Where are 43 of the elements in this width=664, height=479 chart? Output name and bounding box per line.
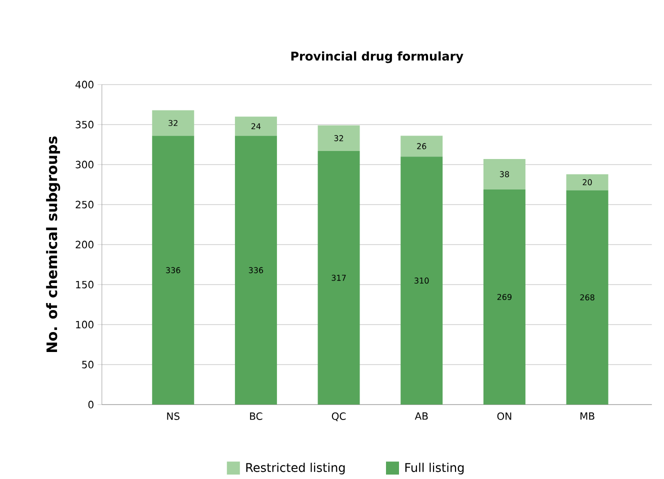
y-tick-label: 300 (76, 160, 94, 168)
bar (566, 190, 608, 405)
bar (152, 110, 194, 136)
chart-title: Provincial drug formulary (291, 51, 464, 64)
bar (234, 116, 277, 136)
bar (400, 156, 443, 405)
data-label: 310 (414, 278, 429, 284)
y-tick-label: 50 (82, 360, 94, 368)
legend-label: Restricted listing (246, 462, 345, 474)
x-tick-label: ON (497, 412, 512, 420)
data-label: 268 (580, 294, 594, 300)
data-label: 336 (166, 267, 180, 274)
y-tick-label: 0 (88, 400, 94, 408)
y-tick-label: 250 (76, 200, 94, 208)
x-tick-label: MB (580, 412, 594, 420)
bar (400, 136, 443, 157)
data-label: 24 (251, 123, 261, 130)
y-axis-title: No. of chemical subgroups (46, 136, 60, 352)
data-label: 32 (168, 120, 178, 126)
y-tick-label: 350 (76, 120, 94, 128)
bar (234, 136, 277, 405)
x-tick-label: QC (332, 412, 346, 422)
bar (318, 150, 360, 405)
bar (566, 174, 608, 190)
data-label: 38 (500, 171, 509, 178)
bar (483, 189, 526, 405)
data-label: 32 (334, 135, 344, 142)
y-tick-label: 150 (76, 280, 94, 288)
data-label: 336 (248, 267, 264, 274)
bar (318, 125, 360, 151)
bar (152, 136, 194, 405)
y-tick-label: 200 (76, 240, 94, 248)
data-label: 20 (582, 179, 592, 186)
data-label: 269 (497, 294, 512, 300)
data-label: 317 (332, 274, 346, 281)
data-label: 26 (417, 143, 426, 150)
legend-label: Full listing (405, 462, 464, 474)
x-tick-label: BC (250, 412, 262, 420)
y-tick-label: 100 (76, 320, 94, 328)
bar (483, 158, 526, 190)
y-tick-label: 400 (75, 80, 94, 88)
x-tick-label: AB (414, 412, 428, 420)
x-tick-label: NS (167, 412, 180, 420)
